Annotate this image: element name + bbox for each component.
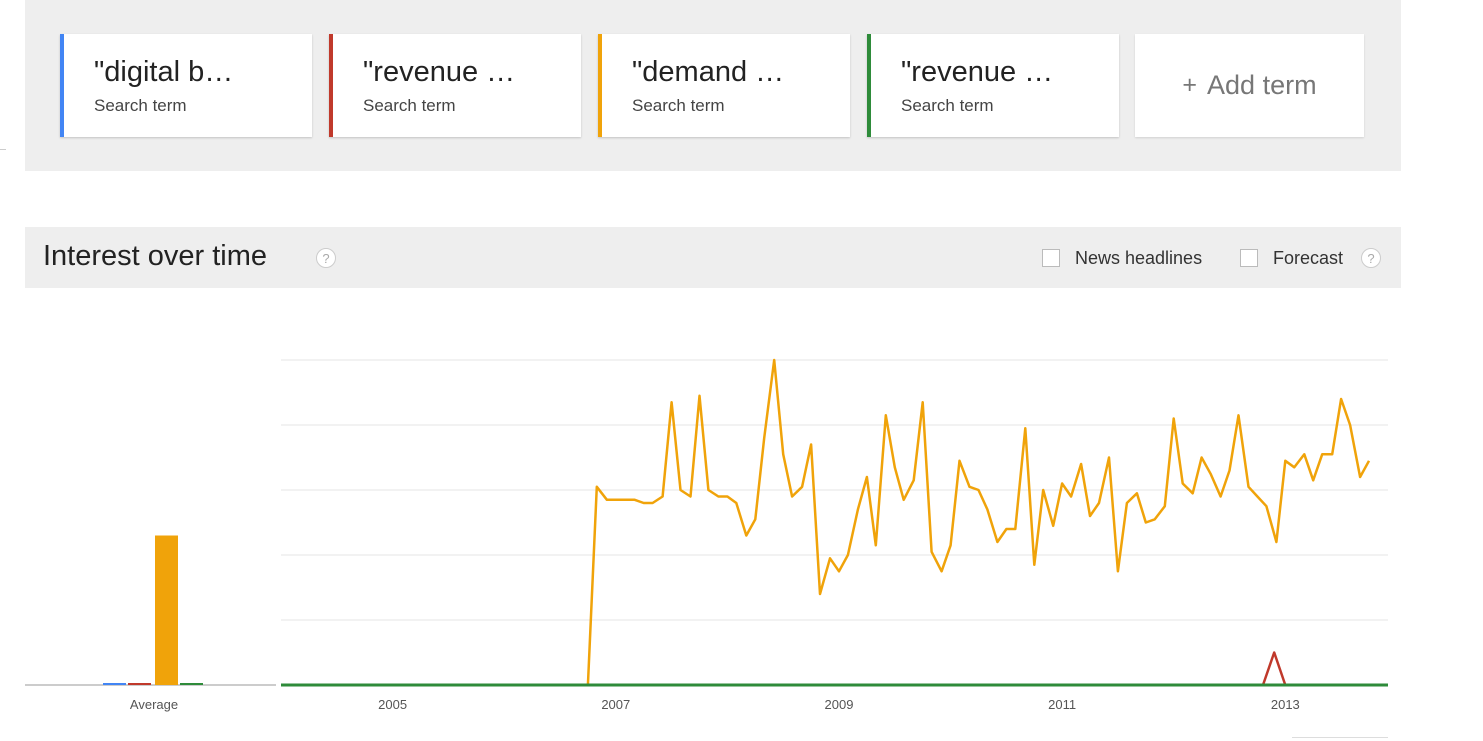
average-bar (103, 683, 126, 685)
interest-over-time-chart: Average 2005 2007 2009 2011 2013 (25, 358, 1388, 712)
average-bar (128, 683, 151, 685)
x-tick-label: 2011 (1048, 697, 1076, 712)
x-tick-label: 2005 (378, 697, 407, 712)
term-card-1[interactable]: "digital b… Search term (60, 34, 312, 137)
page-edge-tick (0, 149, 6, 150)
term-name: "demand … (632, 56, 785, 88)
series-line (281, 651, 1388, 687)
add-term-label: Add term (1207, 70, 1317, 100)
term-name: "revenue … (901, 56, 1054, 88)
term-name: "revenue … (363, 56, 516, 88)
interest-over-time-header: Interest over time ? News headlines Fore… (25, 227, 1401, 288)
help-icon[interactable]: ? (316, 248, 336, 268)
term-card-2[interactable]: "revenue … Search term (329, 34, 581, 137)
term-color-stripe (329, 34, 333, 137)
term-card-3[interactable]: "demand … Search term (598, 34, 850, 137)
x-tick-label: 2007 (601, 697, 630, 712)
forecast-checkbox[interactable] (1240, 249, 1258, 267)
term-card-4[interactable]: "revenue … Search term (867, 34, 1119, 137)
forecast-help-icon[interactable]: ? (1361, 248, 1381, 268)
average-bar (180, 683, 203, 685)
term-type: Search term (632, 96, 725, 115)
term-color-stripe (598, 34, 602, 137)
term-type: Search term (94, 96, 187, 115)
section-title: Interest over time (43, 240, 268, 272)
scroll-edge-line (1292, 737, 1388, 738)
news-headlines-label[interactable]: News headlines (1075, 248, 1203, 268)
news-headlines-checkbox[interactable] (1042, 249, 1060, 267)
term-color-stripe (60, 34, 64, 137)
x-tick-label: 2009 (825, 697, 854, 712)
average-bar (155, 535, 178, 685)
series-line (281, 358, 1371, 687)
term-color-stripe (867, 34, 871, 137)
forecast-label[interactable]: Forecast (1273, 248, 1344, 268)
search-terms-bar: "digital b… Search term "revenue … Searc… (25, 0, 1401, 171)
term-name: "digital b… (94, 56, 234, 88)
term-type: Search term (901, 96, 994, 115)
term-type: Search term (363, 96, 456, 115)
add-term-button[interactable]: + Add term (1135, 34, 1364, 137)
average-axis-label: Average (130, 697, 178, 712)
plus-icon: + (1182, 71, 1198, 99)
x-tick-label: 2013 (1271, 697, 1300, 712)
